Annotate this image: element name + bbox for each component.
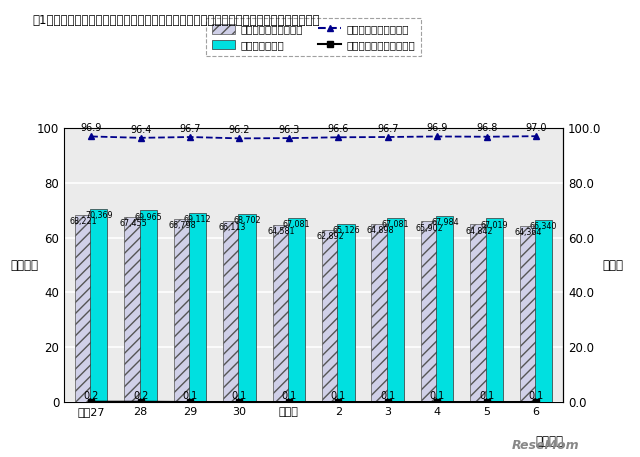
Text: 68,702: 68,702 [234, 216, 261, 225]
Text: 70,369: 70,369 [85, 212, 113, 220]
Bar [75, 215, 92, 402]
Text: 96.7: 96.7 [179, 124, 201, 134]
Text: 65,126: 65,126 [332, 226, 360, 235]
Text: 69,112: 69,112 [184, 215, 211, 224]
Text: 67,984: 67,984 [431, 218, 459, 227]
Text: 66,340: 66,340 [530, 223, 557, 231]
Text: 67,081: 67,081 [381, 220, 409, 229]
Bar [535, 220, 552, 402]
Bar [124, 217, 141, 402]
Bar [421, 222, 438, 402]
Bar [470, 224, 488, 402]
Text: 62,892: 62,892 [317, 232, 344, 241]
Text: ReseMom: ReseMom [512, 440, 580, 452]
Text: 0.1: 0.1 [529, 391, 543, 401]
Text: 0.1: 0.1 [479, 391, 494, 401]
Bar [223, 221, 241, 402]
Text: （％）: （％） [603, 259, 623, 271]
Text: 67,081: 67,081 [283, 220, 310, 229]
Bar [239, 214, 256, 402]
Bar [140, 210, 157, 402]
Bar [173, 219, 191, 402]
Bar [337, 223, 355, 402]
Text: 96.4: 96.4 [130, 125, 151, 134]
Bar [520, 226, 537, 402]
Text: （年度）: （年度） [535, 435, 563, 448]
Text: 64,842: 64,842 [465, 227, 493, 235]
Text: 96.8: 96.8 [476, 123, 497, 133]
Text: 0.2: 0.2 [83, 391, 99, 401]
Text: 97.0: 97.0 [525, 123, 547, 133]
Bar [288, 218, 305, 402]
Bar [189, 213, 206, 402]
Text: 67,019: 67,019 [481, 221, 508, 229]
Text: 96.2: 96.2 [228, 125, 250, 135]
Text: 69,965: 69,965 [134, 213, 162, 222]
Text: 0.1: 0.1 [429, 391, 445, 401]
Text: 図1　卒業予定者総数及び高等学校等進学希望者数並びに進学希望率及び就職希望率の推移: 図1 卒業予定者総数及び高等学校等進学希望者数並びに進学希望率及び就職希望率の推… [32, 14, 319, 27]
Text: 96.9: 96.9 [426, 123, 448, 133]
Text: 96.9: 96.9 [81, 123, 102, 133]
Text: 64,898: 64,898 [366, 226, 394, 235]
Text: 96.6: 96.6 [328, 124, 349, 134]
Bar [371, 224, 388, 402]
Bar [486, 218, 503, 402]
Text: 0.1: 0.1 [380, 391, 396, 401]
Bar [90, 209, 108, 402]
Bar [273, 225, 290, 402]
Text: 0.1: 0.1 [232, 391, 247, 401]
Text: 0.1: 0.1 [331, 391, 346, 401]
Bar [322, 230, 339, 402]
Bar [387, 218, 404, 402]
Bar [436, 216, 454, 402]
Text: 96.3: 96.3 [278, 125, 300, 135]
Text: 68,221: 68,221 [70, 217, 97, 226]
Legend: 高等学校等進学希望者, 卒業予定者総数, 高等学校等進学希望率, 就職希望率（就職のみ）: 高等学校等進学希望者, 卒業予定者総数, 高等学校等進学希望率, 就職希望率（就… [206, 18, 421, 56]
Text: 0.1: 0.1 [281, 391, 296, 401]
Text: 65,902: 65,902 [415, 223, 444, 233]
Text: 67,455: 67,455 [119, 219, 147, 228]
Text: 64,581: 64,581 [268, 227, 295, 236]
Text: 0.2: 0.2 [133, 391, 148, 401]
Text: 66,798: 66,798 [168, 221, 196, 230]
Text: 64,364: 64,364 [515, 228, 542, 237]
Text: 66,113: 66,113 [218, 223, 246, 232]
Text: 0.1: 0.1 [182, 391, 198, 401]
Text: 96.7: 96.7 [377, 124, 399, 134]
Text: （千人）: （千人） [10, 259, 38, 271]
